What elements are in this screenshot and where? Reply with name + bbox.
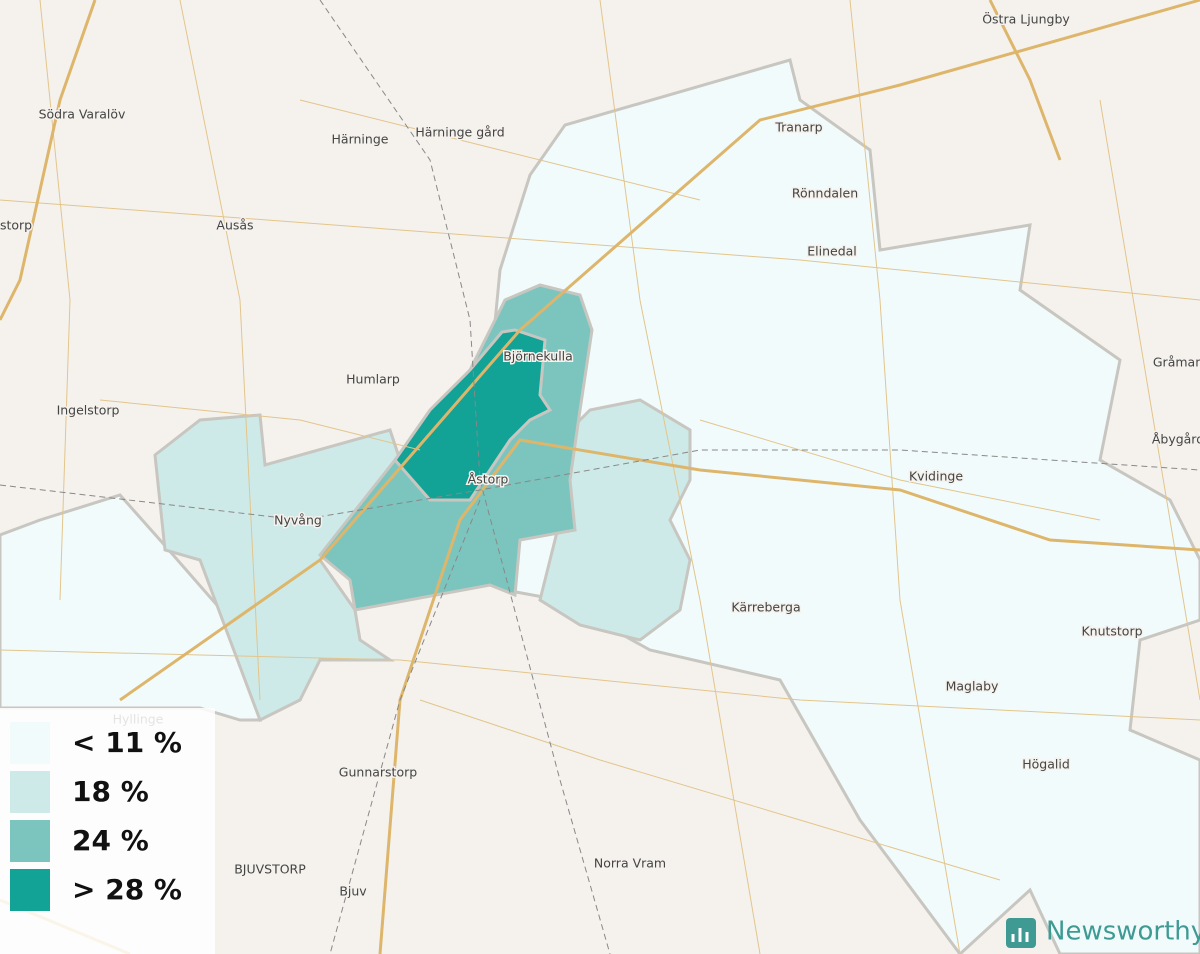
place-label: Åstorp [468,472,509,487]
place-label: Ausås [216,218,253,233]
place-label: Björnekulla [503,349,573,364]
place-label: Rönndalen [792,186,858,201]
region [393,328,553,502]
place-label: Nyvång [274,513,322,528]
place-label: Humlarp [346,372,400,387]
place-label: Gråman [1153,355,1200,370]
legend-label: 24 % [72,824,149,857]
place-label: BJUVSTORP [234,862,306,877]
legend-swatch [10,869,50,911]
region [478,58,1200,954]
regions [0,58,1200,954]
place-label: Kvidinge [909,469,963,484]
legend-swatch [10,771,50,813]
place-label: Ingelstorp [57,403,120,418]
place-label: Elinedal [807,244,857,259]
place-label: Bjuv [339,884,367,899]
legend: < 11 % 18 % 24 % > 28 % [0,708,215,954]
place-label: Östra Ljungby [982,11,1070,27]
place-label: storp [0,218,32,233]
place-label: Åbygård [1152,432,1200,447]
place-labels: Östra Ljungby Södra Varalöv Härninge Härnin… [0,9,1200,900]
legend-label: 18 % [72,775,149,808]
legend-label: < 11 % [72,726,182,759]
place-label: Norra Vram [594,856,666,871]
brand-icon-bars [1011,928,1029,942]
place-label: Härninge gård [415,125,504,140]
place-label: Kärreberga [731,600,800,615]
place-label: Högalid [1022,757,1070,772]
region [538,398,692,642]
place-label: Knutstorp [1081,624,1142,639]
place-label: Maglaby [946,679,999,694]
place-label: Tranarp [774,120,822,135]
brand-name: Newsworthy [1046,917,1200,947]
legend-items: < 11 % 18 % 24 % > 28 % [10,722,182,911]
place-label: Gunnarstorp [339,765,417,780]
brand: Newsworthy [1006,917,1200,948]
region [153,413,402,723]
place-label: Härninge [332,132,389,147]
place-label: Södra Varalöv [39,107,126,122]
legend-label: > 28 % [72,873,182,906]
legend-swatch [10,820,50,862]
legend-swatch [10,722,50,764]
